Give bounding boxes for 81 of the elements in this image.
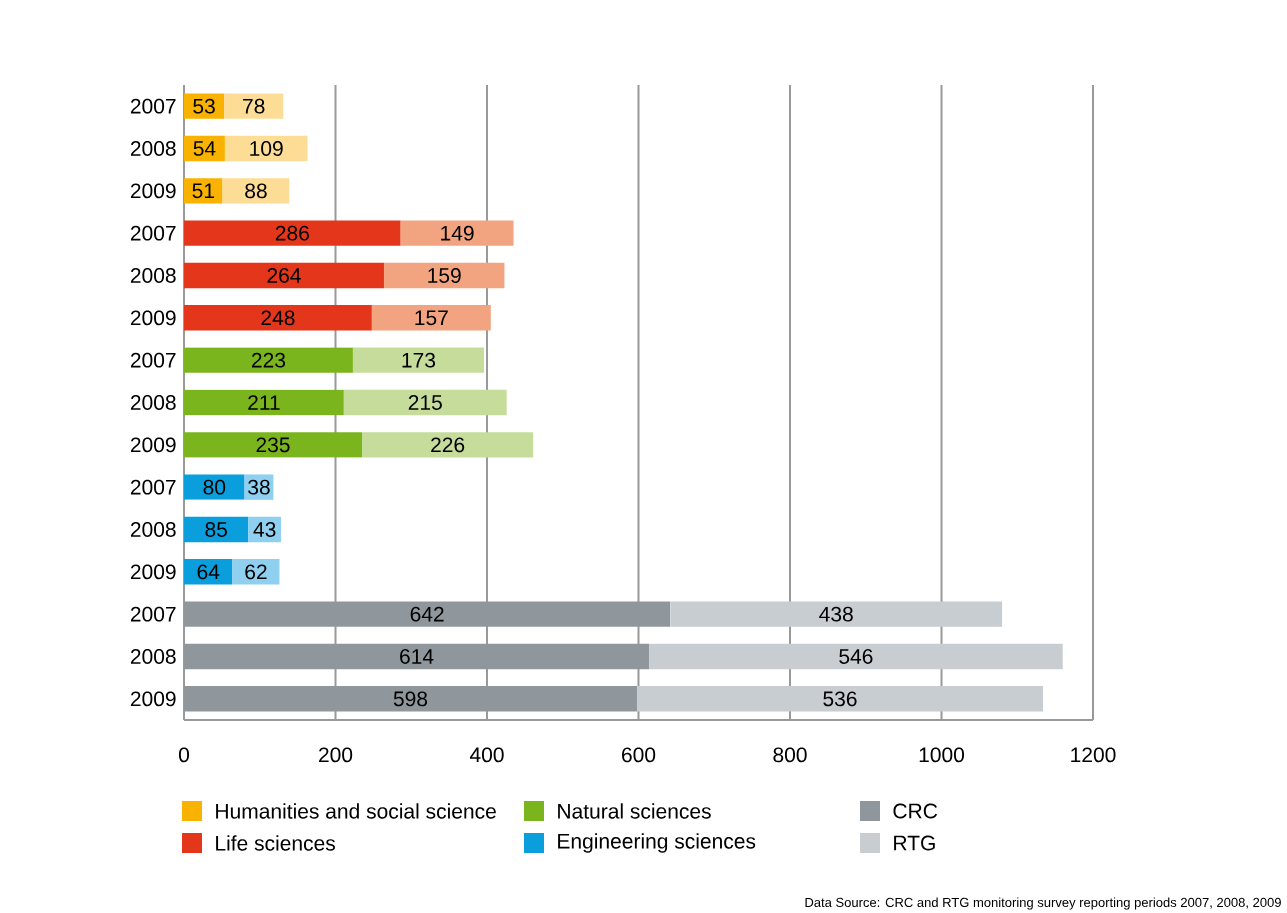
y-tick-label: 2008 bbox=[130, 268, 176, 283]
data-label: 614 bbox=[400, 649, 434, 664]
y-tick-label: 2009 bbox=[130, 691, 176, 707]
bar bbox=[371, 305, 491, 331]
data-label: 211 bbox=[248, 395, 280, 410]
data-label: 78 bbox=[243, 98, 265, 114]
data-label: 157 bbox=[415, 310, 448, 326]
data-label: 598 bbox=[393, 691, 428, 707]
x-tick-label: 200 bbox=[319, 747, 353, 763]
y-tick-label: 2008 bbox=[130, 395, 176, 410]
y-tick-label: 2008 bbox=[130, 141, 176, 156]
data-label: 62 bbox=[245, 564, 267, 580]
bar bbox=[184, 178, 223, 204]
data-label: 226 bbox=[431, 437, 465, 453]
data-label: 264 bbox=[267, 268, 301, 283]
y-tick-label: 2008 bbox=[130, 522, 176, 537]
data-label: 546 bbox=[839, 649, 873, 664]
y-tick-label: 2007 bbox=[130, 98, 176, 114]
x-tick-label: 1000 bbox=[919, 747, 965, 763]
bar bbox=[184, 262, 384, 289]
bar bbox=[352, 347, 484, 373]
data-label: 223 bbox=[252, 352, 286, 368]
bar bbox=[383, 262, 505, 289]
legend-label: Natural sciences bbox=[558, 803, 711, 819]
data-label: 38 bbox=[248, 479, 270, 495]
bar bbox=[232, 559, 280, 585]
data-label: 85 bbox=[205, 522, 227, 537]
y-tick-label: 2009 bbox=[130, 437, 176, 453]
data-label: 88 bbox=[245, 183, 267, 199]
x-tick-label: 1200 bbox=[1071, 747, 1116, 763]
bar bbox=[184, 220, 401, 246]
legend-label: Humanities and social science bbox=[216, 803, 496, 819]
data-label: 159 bbox=[428, 268, 461, 283]
data-label: 438 bbox=[819, 606, 853, 622]
data-label: 43 bbox=[253, 522, 276, 537]
y-tick-label: 2007 bbox=[130, 225, 176, 241]
bar bbox=[343, 389, 507, 416]
bar bbox=[184, 516, 249, 543]
data-label: 109 bbox=[250, 141, 283, 156]
x-tick-label: 600 bbox=[622, 747, 656, 763]
bar bbox=[670, 601, 1003, 627]
data-label: 536 bbox=[823, 691, 857, 707]
bar bbox=[222, 178, 290, 204]
data-label: 215 bbox=[408, 395, 442, 410]
bar bbox=[362, 432, 534, 458]
data-label: 53 bbox=[193, 98, 215, 114]
bar bbox=[636, 686, 1044, 712]
legend-label: Engineering sciences bbox=[558, 833, 756, 853]
data-label: 235 bbox=[256, 437, 290, 453]
y-tick-label: 2009 bbox=[130, 310, 176, 326]
source-note: Data Source: CRC and RTG monitoring survey reporting periods 2007, 2008, 2009 bbox=[805, 897, 1281, 910]
y-tick-label: 2009 bbox=[130, 564, 176, 580]
legend-label: Life sciences bbox=[216, 835, 335, 851]
bar bbox=[400, 220, 514, 246]
y-tick-label: 2007 bbox=[130, 479, 176, 495]
y-tick-label: 2008 bbox=[130, 649, 176, 664]
bar bbox=[184, 559, 233, 585]
y-tick-label: 2007 bbox=[130, 352, 176, 368]
data-label: 54 bbox=[193, 141, 216, 156]
bar bbox=[224, 93, 284, 119]
data-label: 51 bbox=[192, 183, 214, 199]
x-tick-label: 0 bbox=[178, 747, 190, 763]
bar bbox=[184, 389, 344, 416]
y-tick-label: 2007 bbox=[130, 606, 176, 622]
y-tick-label: 2009 bbox=[130, 183, 176, 199]
data-label: 286 bbox=[275, 225, 309, 241]
data-label: 173 bbox=[402, 352, 436, 368]
bar bbox=[649, 643, 1063, 670]
bar bbox=[184, 93, 225, 119]
data-label: 64 bbox=[197, 564, 220, 580]
bar bbox=[184, 305, 372, 331]
x-tick-label: 800 bbox=[773, 747, 807, 763]
legend-label: RTG bbox=[894, 835, 935, 851]
data-label: 248 bbox=[261, 310, 295, 326]
data-label: 642 bbox=[410, 606, 444, 622]
x-tick-label: 400 bbox=[469, 747, 504, 763]
data-label: 80 bbox=[203, 479, 226, 495]
legend-label: CRC bbox=[893, 803, 938, 819]
data-label: 149 bbox=[441, 225, 474, 241]
bar bbox=[184, 432, 363, 458]
bar bbox=[184, 347, 353, 373]
